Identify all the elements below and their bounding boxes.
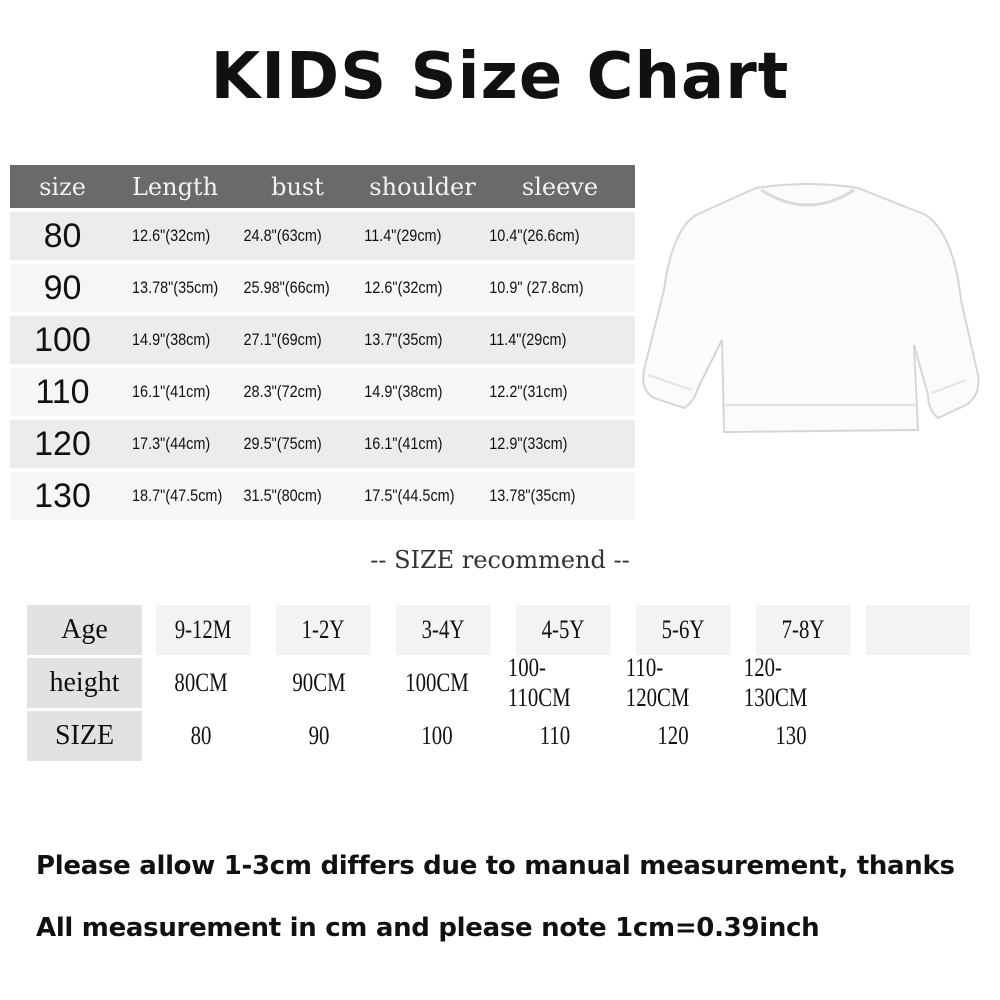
measurement-cell: 13.78"(35cm): [132, 278, 219, 297]
measurement-cell: 18.7"(47.5cm): [132, 486, 223, 505]
age-value-cell: 9-12M: [155, 605, 251, 655]
measurement-cell: 12.9"(33cm): [489, 434, 568, 453]
measurement-cell: 14.9"(38cm): [364, 382, 443, 401]
height-row: height 80CM 90CM 100CM 100-110CM 110-120CM 12…: [27, 653, 970, 712]
size-cell: 120: [34, 424, 91, 463]
header-size: size: [39, 172, 86, 201]
measurement-cell: 25.98"(66cm): [243, 278, 330, 297]
header-length: Length: [131, 172, 219, 201]
size-value-cell: 90: [308, 721, 330, 750]
height-value-cell: 120-130CM: [743, 653, 808, 712]
size-cell: 110: [35, 372, 90, 411]
sweatshirt-image: [642, 183, 980, 434]
size-table-row: 100 14.9"(38cm) 27.1"(69cm) 13.7"(35cm) 11.4…: [10, 316, 635, 364]
header-shoulder: shoulder: [369, 172, 476, 201]
age-value-cell: 3-4Y: [395, 605, 491, 655]
size-label: SIZE: [27, 711, 142, 761]
page-title: KIDS Size Chart: [210, 40, 790, 114]
size-value-cell: 100: [421, 721, 453, 750]
measurement-cell: 31.5"(80cm): [243, 486, 322, 505]
recommend-table: Age 9-12M 1-2Y 3-4Y 4-5Y 5-6Y 7-8Y height 80C…: [27, 605, 970, 764]
size-table: size Length bust shoulder sleeve 80 12.6"…: [10, 165, 635, 520]
height-value-cell: 90CM: [292, 668, 346, 697]
measurement-cell: 12.2"(31cm): [489, 382, 568, 401]
size-table-row: 130 18.7"(47.5cm) 31.5"(80cm) 17.5"(44.5cm)…: [10, 472, 635, 520]
measurement-cell: 14.9"(38cm): [132, 330, 211, 349]
measurement-cell: 12.6"(32cm): [364, 278, 443, 297]
size-recommend-heading: -- SIZE recommend --: [370, 546, 630, 574]
measurement-cell: 28.3"(72cm): [243, 382, 322, 401]
size-value-cell: 130: [775, 721, 807, 750]
age-value-cell: 1-2Y: [275, 605, 371, 655]
measurement-cell: 13.78"(35cm): [489, 486, 576, 505]
size-table-row: 80 12.6"(32cm) 24.8"(63cm) 11.4"(29cm) 10.4"…: [10, 212, 635, 260]
header-bust: bust: [271, 172, 324, 201]
height-value-cell: 100-110CM: [507, 653, 571, 712]
size-table-row: 120 17.3"(44cm) 29.5"(75cm) 16.1"(41cm) 12.9…: [10, 420, 635, 468]
measurement-cell: 17.5"(44.5cm): [364, 486, 455, 505]
measurement-cell: 16.1"(41cm): [364, 434, 443, 453]
size-cell: 130: [34, 476, 91, 515]
measurement-cell: 10.4"(26.6cm): [489, 226, 580, 245]
header-sleeve: sleeve: [521, 172, 599, 201]
measurement-cell: 27.1"(69cm): [243, 330, 322, 349]
measurement-cell: 12.6"(32cm): [132, 226, 211, 245]
note-tolerance: Please allow 1-3cm differs due to manual…: [36, 851, 955, 881]
height-value-cell: 100CM: [405, 668, 469, 697]
measurement-cell: 11.4"(29cm): [489, 330, 567, 349]
note-conversion: All measurement in cm and please note 1c…: [36, 913, 820, 943]
measurement-cell: 13.7"(35cm): [364, 330, 443, 349]
age-row: Age 9-12M 1-2Y 3-4Y 4-5Y 5-6Y 7-8Y: [27, 605, 970, 655]
measurement-cell: 17.3"(44cm): [132, 434, 211, 453]
size-cell: 90: [43, 268, 82, 307]
measurement-cell: 16.1"(41cm): [132, 382, 211, 401]
measurement-cell: 11.4"(29cm): [364, 226, 442, 245]
size-cell: 100: [34, 320, 91, 359]
height-label: height: [27, 658, 142, 708]
size-value-cell: 110: [539, 721, 571, 750]
age-label: Age: [27, 605, 142, 655]
size-cell: 80: [43, 216, 82, 255]
age-value-cell: 7-8Y: [755, 605, 851, 655]
measurement-cell: 24.8"(63cm): [243, 226, 322, 245]
size-table-row: 110 16.1"(41cm) 28.3"(72cm) 14.9"(38cm) 12.2…: [10, 368, 635, 416]
age-value-cell: 4-5Y: [515, 605, 611, 655]
size-row: SIZE 80 90 100 110 120 130: [27, 711, 970, 761]
size-value-cell: 120: [657, 721, 689, 750]
blank-cell: [866, 605, 970, 655]
measurement-cell: 29.5"(75cm): [243, 434, 322, 453]
height-value-cell: 80CM: [174, 668, 228, 697]
height-value-cell: 110-120CM: [625, 653, 690, 712]
measurement-cell: 10.9" (27.8cm): [489, 278, 584, 297]
age-value-cell: 5-6Y: [635, 605, 731, 655]
size-value-cell: 80: [190, 721, 212, 750]
size-table-row: 90 13.78"(35cm) 25.98"(66cm) 12.6"(32cm) 10.…: [10, 264, 635, 312]
size-table-header: size Length bust shoulder sleeve: [10, 165, 635, 208]
